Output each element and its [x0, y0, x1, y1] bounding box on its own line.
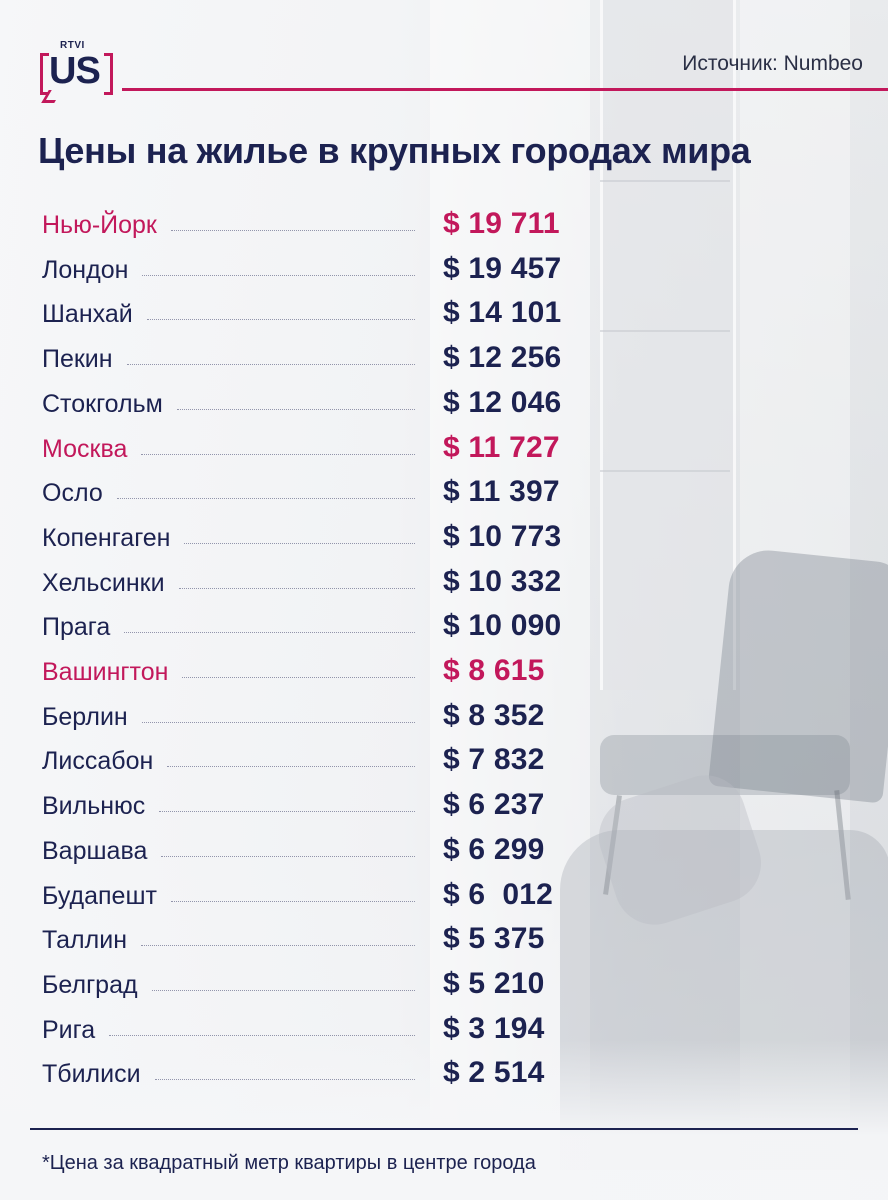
dotted-leader — [127, 364, 415, 365]
price-value: $ 10 773 — [443, 520, 562, 553]
footnote: *Цена за квадратный метр квартиры в цент… — [42, 1152, 536, 1174]
dotted-leader — [171, 901, 415, 902]
list-item: Тбилиси $ 2 514 — [0, 1054, 888, 1098]
city-name: Осло — [42, 479, 103, 507]
window-pane-line — [600, 180, 730, 182]
price-value: $ 6 237 — [443, 788, 545, 821]
dotted-leader — [184, 543, 415, 544]
rtvi-us-logo: RTVI US — [40, 40, 118, 103]
dotted-leader — [124, 632, 415, 633]
list-item: Вашингтон $ 8 615 — [0, 652, 888, 696]
dotted-leader — [167, 766, 415, 767]
price-value: $ 8 352 — [443, 699, 545, 732]
price-value: $ 3 194 — [443, 1012, 545, 1045]
price-value: $ 10 090 — [443, 609, 562, 642]
dotted-leader — [142, 722, 415, 723]
list-item: Прага $ 10 090 — [0, 607, 888, 651]
dotted-leader — [152, 990, 415, 991]
dotted-leader — [179, 588, 415, 589]
list-item: Рига $ 3 194 — [0, 1010, 888, 1054]
dotted-leader — [177, 409, 415, 410]
price-value: $ 19 457 — [443, 252, 562, 285]
header-rule — [122, 88, 888, 91]
price-value: $ 12 256 — [443, 341, 562, 374]
price-value: $ 6 299 — [443, 833, 545, 866]
list-item: Берлин $ 8 352 — [0, 697, 888, 741]
logo-small-text: RTVI — [60, 40, 85, 51]
city-name: Вильнюс — [42, 792, 146, 820]
dotted-leader — [161, 856, 415, 857]
list-item: Шанхай $ 14 101 — [0, 294, 888, 338]
window — [600, 0, 736, 690]
logo-bracket-right — [104, 53, 113, 95]
curtain — [430, 0, 590, 1200]
dotted-leader — [159, 811, 415, 812]
price-value: $ 5 210 — [443, 967, 545, 1000]
dotted-leader — [117, 498, 415, 499]
city-name: Лиссабон — [42, 747, 154, 775]
city-name: Москва — [42, 435, 128, 463]
price-value: $ 6 012 — [443, 878, 554, 911]
logo-bracket-left — [40, 53, 49, 95]
dotted-leader — [182, 677, 415, 678]
list-item: Лиссабон $ 7 832 — [0, 741, 888, 785]
city-name: Лондон — [42, 256, 129, 284]
price-value: $ 5 375 — [443, 922, 545, 955]
city-name: Прага — [42, 613, 111, 641]
list-item: Варшава $ 6 299 — [0, 831, 888, 875]
price-value: $ 2 514 — [443, 1056, 545, 1089]
price-value: $ 10 332 — [443, 565, 562, 598]
list-item: Хельсинки $ 10 332 — [0, 563, 888, 607]
city-name: Таллин — [42, 926, 127, 954]
city-name: Нью-Йорк — [42, 211, 157, 239]
dotted-leader — [147, 319, 415, 320]
list-item: Таллин $ 5 375 — [0, 920, 888, 964]
list-item: Лондон $ 19 457 — [0, 250, 888, 294]
list-item: Будапешт $ 6 012 — [0, 876, 888, 920]
city-name: Копенгаген — [42, 524, 171, 552]
price-value: $ 8 615 — [443, 654, 545, 687]
city-name: Хельсинки — [42, 569, 165, 597]
window-pane-line — [600, 330, 730, 332]
dotted-leader — [142, 275, 415, 276]
source-label: Источник: Numbeo — [682, 52, 863, 75]
list-item: Белград $ 5 210 — [0, 965, 888, 1009]
city-name: Будапешт — [42, 882, 157, 910]
city-name: Пекин — [42, 345, 113, 373]
price-value: $ 19 711 — [443, 207, 560, 240]
dotted-leader — [171, 230, 415, 231]
city-name: Стокгольм — [42, 390, 163, 418]
dotted-leader — [141, 454, 415, 455]
list-item: Копенгаген $ 10 773 — [0, 518, 888, 562]
price-value: $ 14 101 — [443, 296, 562, 329]
footer-rule — [30, 1128, 858, 1130]
city-name: Тбилиси — [42, 1060, 141, 1088]
list-item: Осло $ 11 397 — [0, 473, 888, 517]
list-item: Москва $ 11 727 — [0, 429, 888, 473]
armchair-seat — [600, 735, 850, 795]
list-item: Пекин $ 12 256 — [0, 339, 888, 383]
city-name: Вашингтон — [42, 658, 169, 686]
city-name: Берлин — [42, 703, 128, 731]
city-name: Рига — [42, 1016, 96, 1044]
price-value: $ 11 397 — [443, 475, 560, 508]
list-item: Стокгольм $ 12 046 — [0, 384, 888, 428]
window-pane-line — [600, 470, 730, 472]
list-item: Нью-Йорк $ 19 711 — [0, 205, 888, 249]
logo-main-text: US — [49, 50, 101, 92]
city-name: Варшава — [42, 837, 148, 865]
dotted-leader — [141, 945, 415, 946]
bottom-fade — [0, 1040, 888, 1200]
city-name: Шанхай — [42, 300, 133, 328]
price-value: $ 7 832 — [443, 743, 545, 776]
list-item: Вильнюс $ 6 237 — [0, 786, 888, 830]
price-value: $ 12 046 — [443, 386, 562, 419]
dotted-leader — [109, 1035, 415, 1036]
price-value: $ 11 727 — [443, 431, 560, 464]
city-name: Белград — [42, 971, 138, 999]
page-title: Цены на жилье в крупных городах мира — [38, 130, 751, 171]
dotted-leader — [155, 1079, 415, 1080]
curtain — [740, 0, 850, 1200]
